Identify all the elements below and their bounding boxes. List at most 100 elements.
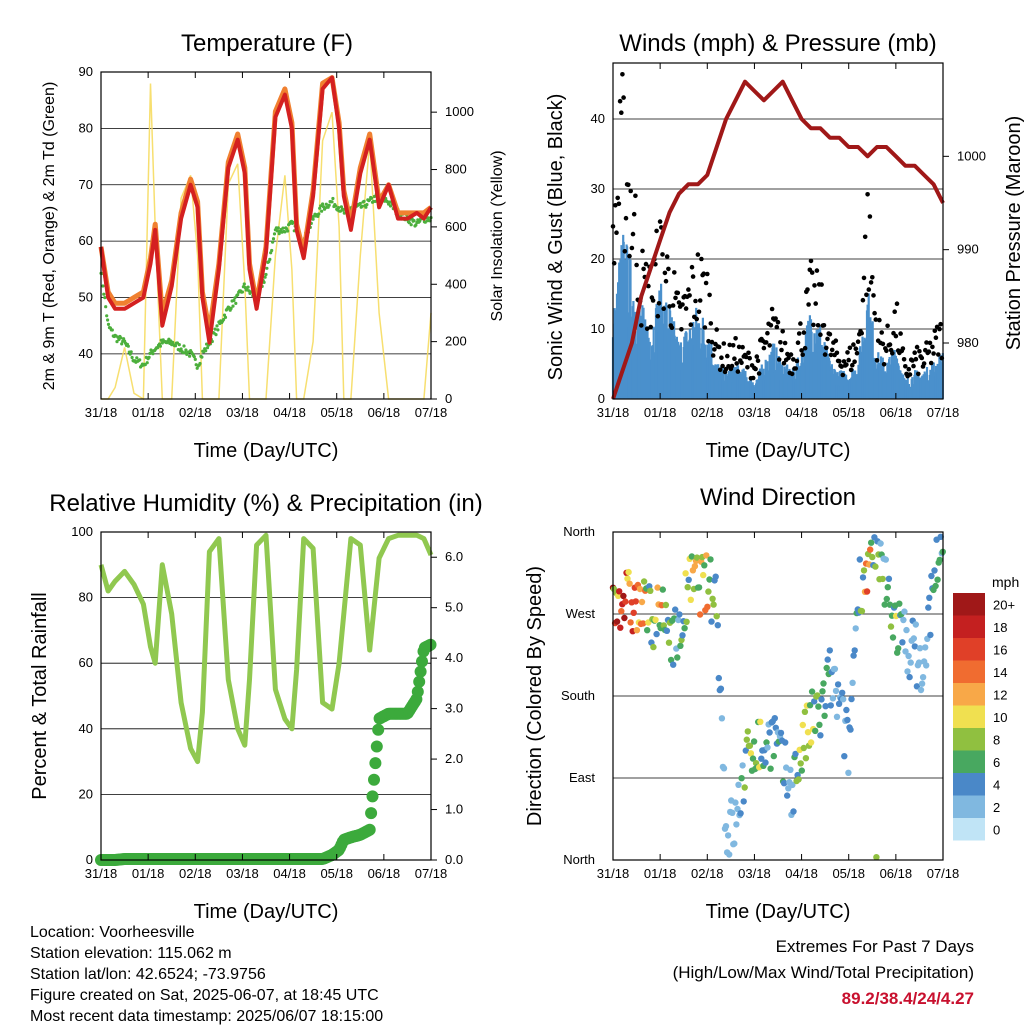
- wind-direction-point: [713, 613, 720, 620]
- wind-gust-point: [841, 359, 847, 364]
- wind-direction-point: [795, 776, 802, 783]
- wind-gust-point: [657, 219, 663, 224]
- wind-direction-point: [804, 729, 812, 736]
- wind-direction-point: [633, 627, 641, 634]
- wind-gust-point: [928, 360, 934, 366]
- wind-direction-point: [900, 616, 907, 624]
- colorbar-label: 12: [993, 687, 1007, 702]
- wind-gust-point: [788, 352, 794, 357]
- dewpoint-point: [388, 204, 393, 208]
- wind-direction-point: [705, 588, 712, 595]
- direction-xlabel: Time (Day/UTC): [706, 901, 851, 923]
- wind-direction-point: [743, 736, 750, 743]
- x-tick-label: 07/18: [927, 866, 960, 881]
- winds-panel: Winds (mph) & Pressure (mb) 0 10 20 30 40 980…: [545, 30, 1024, 462]
- wind-gust-point: [641, 266, 646, 272]
- wind-gust-point: [714, 327, 719, 332]
- wind-gust-point: [716, 344, 722, 350]
- dewpoint-point: [119, 336, 123, 340]
- wind-gust-point: [701, 271, 706, 277]
- wind-direction-point: [681, 625, 688, 632]
- y2-tick-label: 6.0: [445, 549, 463, 564]
- wind-direction-point: [632, 598, 639, 605]
- y-tick-label: North: [563, 852, 595, 867]
- dewpoint-point: [104, 305, 108, 309]
- y2-tick-label: 200: [445, 334, 467, 349]
- temperature-plot-area: [98, 75, 433, 401]
- wind-gust-point: [745, 365, 750, 370]
- wind-gust-point: [696, 309, 702, 315]
- colorbar-label: 4: [993, 777, 1000, 792]
- humidity-title: Relative Humidity (%) & Precipitation (i…: [49, 490, 482, 517]
- wind-gust-point: [860, 297, 866, 303]
- wind-direction-point: [812, 727, 819, 735]
- wind-direction-point: [722, 823, 730, 830]
- station-latlon: Station lat/lon: 42.6524; -73.9756: [30, 966, 266, 983]
- dewpoint-point: [103, 296, 107, 300]
- dewpoint-point: [229, 306, 233, 311]
- wind-direction-point: [905, 652, 912, 660]
- wind-gust-point: [628, 188, 633, 194]
- x-tick-label: 06/18: [880, 405, 913, 420]
- wind-gust-point: [631, 211, 637, 217]
- wind-direction-point: [718, 715, 726, 722]
- dewpoint-point: [171, 340, 175, 345]
- colorbar-swatch: [953, 660, 985, 683]
- wind-direction-point: [859, 574, 867, 581]
- dewpoint-point: [311, 217, 315, 221]
- direction-panel: Wind Direction NorthEastSouthWestNorth31…: [524, 484, 1019, 923]
- wind-gust-point: [871, 293, 876, 298]
- wind-gust-point: [912, 350, 917, 356]
- dewpoint-point: [275, 229, 279, 233]
- wind-direction-point: [851, 647, 858, 654]
- extremes-title: Extremes For Past 7 Days: [775, 937, 974, 956]
- temperature-2m-line: [99, 75, 433, 345]
- wind-direction-point: [647, 587, 654, 594]
- dewpoint-point: [264, 272, 268, 277]
- colorbar-swatch: [953, 615, 985, 638]
- x-tick-label: 05/18: [320, 866, 353, 881]
- wind-gust-point: [735, 369, 741, 374]
- wind-gust-point: [781, 360, 787, 366]
- dewpoint-point: [276, 226, 280, 230]
- wind-gust-point: [818, 332, 823, 338]
- wind-gust-point: [824, 345, 829, 351]
- wind-direction-point: [704, 603, 711, 610]
- wind-gust-point: [865, 192, 870, 197]
- wind-direction-point: [811, 698, 818, 705]
- dewpoint-point: [320, 209, 324, 213]
- wind-gust-point: [885, 323, 890, 329]
- wind-direction-point: [707, 556, 714, 563]
- wind-direction-point: [709, 595, 716, 602]
- dewpoint-point: [198, 361, 202, 366]
- wind-direction-point: [912, 621, 919, 628]
- wind-gust-point: [917, 348, 922, 354]
- wind-direction-point: [732, 799, 739, 806]
- wind-gust-point: [913, 356, 919, 362]
- wind-direction-point: [858, 607, 866, 615]
- dewpoint-point: [232, 298, 236, 303]
- wind-direction-point: [767, 765, 774, 772]
- wind-direction-point: [823, 664, 830, 672]
- dewpoint-point: [193, 357, 197, 361]
- wind-gust-point: [619, 110, 624, 115]
- direction-frame: [612, 531, 944, 861]
- wind-direction-point: [916, 645, 924, 652]
- wind-gust-point: [646, 283, 651, 289]
- wind-gust-point: [872, 310, 877, 316]
- wind-gust-point: [893, 333, 899, 339]
- wind-gust-point: [717, 367, 723, 373]
- wind-direction-point: [903, 626, 910, 634]
- wind-direction-point: [834, 681, 842, 688]
- colorbar-label: 18: [993, 620, 1007, 635]
- wind-direction-point: [926, 594, 933, 601]
- dewpoint-point: [407, 221, 411, 225]
- dewpoint-point: [426, 216, 430, 220]
- wind-direction-point: [770, 752, 777, 760]
- dewpoint-point: [188, 354, 192, 358]
- wind-gust-point: [626, 182, 631, 188]
- wind-direction-point: [676, 611, 683, 618]
- dewpoint-point: [270, 248, 274, 253]
- wind-direction-point: [937, 533, 944, 540]
- wind-direction-point: [712, 573, 719, 580]
